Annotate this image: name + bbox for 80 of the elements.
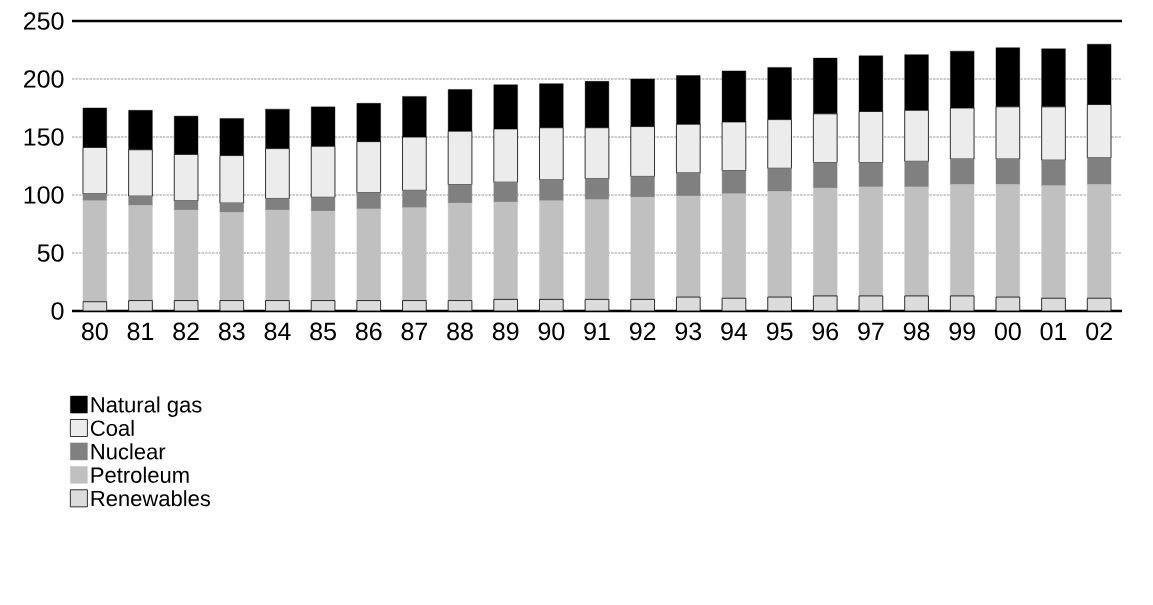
y-tick-label: 0	[51, 302, 64, 320]
x-tick-label: 94	[721, 322, 748, 341]
x-tick-label: 91	[584, 322, 610, 341]
x-tick-label: 81	[127, 322, 154, 341]
bar	[265, 209, 290, 301]
bar	[174, 209, 199, 301]
bar	[493, 182, 518, 203]
bar	[311, 197, 336, 212]
bar	[219, 202, 244, 213]
x-tick-label: 00	[994, 322, 1021, 341]
x-tick-label: 84	[264, 322, 291, 341]
legend-label: Renewables	[91, 490, 211, 507]
x-tick-label: 93	[675, 322, 702, 341]
bar	[813, 187, 838, 297]
y-tick-label: 100	[24, 186, 64, 204]
bar	[858, 186, 883, 297]
x-tick-label: 02	[1086, 322, 1112, 341]
bar	[265, 198, 290, 211]
x-tick-label: 92	[629, 322, 656, 341]
bar	[950, 158, 975, 185]
y-tick-label: 250	[24, 12, 64, 30]
y-tick-label: 200	[24, 70, 64, 88]
bar	[584, 178, 610, 200]
bar	[584, 199, 610, 300]
bar	[447, 202, 473, 301]
x-tick-label: 90	[538, 322, 565, 341]
x-tick-label: 85	[310, 322, 336, 341]
bar	[995, 158, 1020, 185]
bar	[676, 195, 701, 298]
bar	[219, 212, 244, 301]
bar	[721, 193, 747, 299]
x-tick-label: 88	[447, 322, 473, 341]
x-tick-label: 97	[858, 322, 884, 341]
bar	[950, 184, 975, 297]
x-tick-label: 95	[766, 322, 793, 341]
x-tick-label: 82	[173, 322, 199, 341]
bar	[311, 211, 336, 301]
x-tick-label: 87	[401, 322, 428, 341]
legend-label: Natural gas	[91, 396, 202, 417]
bar	[1041, 160, 1066, 186]
bar	[128, 195, 153, 206]
bar	[82, 200, 107, 302]
bar	[356, 208, 381, 301]
bar	[1041, 185, 1066, 299]
bar	[539, 200, 564, 300]
bar	[493, 201, 518, 300]
bar	[356, 192, 381, 210]
bar	[82, 193, 107, 201]
bar	[630, 176, 655, 198]
bar	[904, 186, 929, 297]
bar	[1087, 157, 1112, 185]
bar	[402, 207, 427, 301]
legend-label: Coal	[90, 419, 134, 436]
bar	[1087, 184, 1112, 299]
y-tick-label: 150	[24, 128, 64, 146]
bar	[995, 184, 1020, 298]
x-tick-label: 83	[218, 322, 245, 341]
x-tick-label: 89	[492, 322, 519, 341]
x-tick-label: 98	[903, 322, 930, 341]
bar	[858, 162, 883, 188]
x-tick-label: 80	[82, 322, 108, 341]
bar	[676, 172, 701, 197]
bar	[767, 191, 792, 298]
bar	[174, 200, 199, 211]
x-tick-label: 96	[812, 322, 839, 341]
bar	[721, 170, 747, 195]
bar	[630, 197, 655, 300]
y-tick-label: 50	[37, 244, 64, 262]
bar	[767, 168, 792, 192]
bar	[128, 205, 153, 301]
legend-label: Nuclear	[91, 443, 166, 460]
x-tick-label: 99	[949, 322, 975, 341]
bar	[904, 161, 929, 188]
x-tick-label: 01	[1040, 322, 1067, 341]
x-tick-label: 86	[355, 322, 382, 341]
bar	[447, 184, 473, 204]
bar	[402, 190, 427, 208]
bar	[813, 162, 838, 189]
legend-label: Petroleum	[91, 466, 189, 483]
bar	[539, 179, 564, 201]
